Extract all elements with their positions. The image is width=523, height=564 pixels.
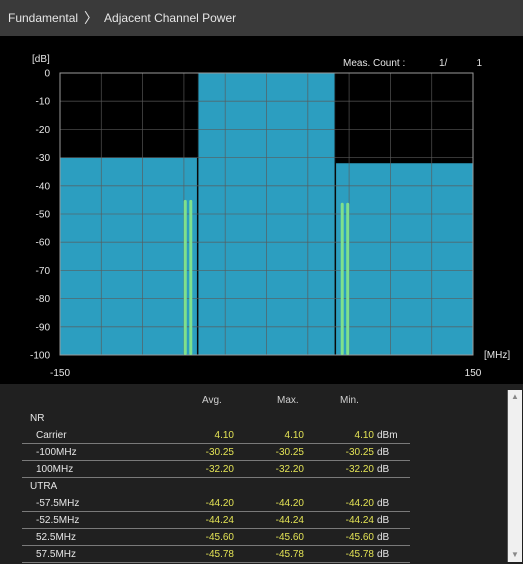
y-tick-label: -60 xyxy=(36,238,51,249)
marker-line xyxy=(346,202,350,355)
cell-unit: dB xyxy=(377,498,390,509)
meas-count-label: Meas. Count : xyxy=(343,58,405,69)
results-table: Avg. Max. Min. NR Carrier 4.10 4.10 4.10 dBm -… xyxy=(22,384,410,563)
cell-max: -30.25 xyxy=(275,447,304,458)
table-row: Carrier 4.10 4.10 4.10 dBm xyxy=(22,427,410,444)
row-label: Carrier xyxy=(36,430,67,441)
y-tick-label: 0 xyxy=(44,69,50,80)
marker-line xyxy=(183,199,187,355)
y-tick-label: -50 xyxy=(36,210,51,221)
cell-min: -45.60 xyxy=(345,532,374,543)
scroll-down-icon[interactable]: ▼ xyxy=(511,550,519,559)
cell-avg: -32.20 xyxy=(205,464,234,475)
table-row: 52.5MHz -45.60 -45.60 -45.60 dB xyxy=(22,529,410,546)
breadcrumb-page: Adjacent Channel Power xyxy=(104,11,237,25)
y-tick-label: -80 xyxy=(36,294,51,305)
table-row: -100MHz -30.25 -30.25 -30.25 dB xyxy=(22,444,410,461)
spectrum-graph[interactable]: 0 -10 -20 -30 -40 -50 -60 -70 -80 -90 -100 [dB] [MHz… xyxy=(0,36,523,384)
breadcrumb: Fundamental 〉 Adjacent Channel Power xyxy=(0,0,523,36)
y-unit-label: [dB] xyxy=(32,54,50,65)
y-tick-label: -100 xyxy=(30,351,50,362)
spectrum-block xyxy=(60,157,198,355)
cell-unit: dB xyxy=(377,532,390,543)
cell-min: 4.10 xyxy=(354,430,374,441)
cell-max: -32.20 xyxy=(275,464,304,475)
cell-avg: -44.24 xyxy=(205,515,234,526)
y-tick-label: -30 xyxy=(36,153,51,164)
spectrum-chart[interactable]: 0 -10 -20 -30 -40 -50 -60 -70 -80 -90 -100 [dB] [MHz… xyxy=(0,36,523,384)
x-right-label: 150 xyxy=(465,368,482,379)
row-label: 52.5MHz xyxy=(36,532,77,543)
cell-unit: dB xyxy=(377,464,390,475)
table-row: 100MHz -32.20 -32.20 -32.20 dB xyxy=(22,461,410,478)
marker-line xyxy=(340,202,344,355)
cell-avg: -45.60 xyxy=(205,532,234,543)
cell-avg: -45.78 xyxy=(205,549,234,560)
table-row: 57.5MHz -45.78 -45.78 -45.78 dB xyxy=(22,546,410,563)
y-tick-label: -10 xyxy=(36,97,51,108)
cell-min: -30.25 xyxy=(345,447,374,458)
row-label: UTRA xyxy=(30,481,58,492)
results-panel: Avg. Max. Min. NR Carrier 4.10 4.10 4.10 dBm -… xyxy=(0,384,523,564)
spectrum-block xyxy=(335,163,473,355)
cell-min: -44.20 xyxy=(345,498,374,509)
header-min: Min. xyxy=(340,395,359,406)
cell-avg: 4.10 xyxy=(214,430,234,441)
cell-min: -32.20 xyxy=(345,464,374,475)
header-max: Max. xyxy=(277,395,299,406)
cell-max: -44.20 xyxy=(275,498,304,509)
meas-count-current: 1/ xyxy=(439,58,448,69)
cell-min: -44.24 xyxy=(345,515,374,526)
row-label: -100MHz xyxy=(36,447,77,458)
results-scrollbar[interactable]: ▲ ▼ xyxy=(507,390,522,562)
cell-max: -44.24 xyxy=(275,515,304,526)
table-row: -57.5MHz -44.20 -44.20 -44.20 dB xyxy=(22,495,410,512)
table-row: NR xyxy=(22,410,410,427)
cell-min: -45.78 xyxy=(345,549,374,560)
y-tick-label: -90 xyxy=(36,322,51,333)
y-tick-label: -40 xyxy=(36,181,51,192)
x-unit-label: [MHz] xyxy=(484,350,510,361)
meas-count-total: 1 xyxy=(476,58,482,69)
cell-unit: dBm xyxy=(377,430,398,441)
marker-line xyxy=(189,199,193,355)
chevron-right-icon: 〉 xyxy=(84,10,99,26)
table-row: UTRA xyxy=(22,478,410,495)
row-label: NR xyxy=(30,413,45,424)
cell-avg: -44.20 xyxy=(205,498,234,509)
breadcrumb-root[interactable]: Fundamental xyxy=(8,11,79,25)
header-avg: Avg. xyxy=(202,395,222,406)
cell-unit: dB xyxy=(377,447,390,458)
y-tick-label: -20 xyxy=(36,125,51,136)
plot-frame xyxy=(59,72,474,356)
cell-unit: dB xyxy=(377,515,390,526)
table-row: -52.5MHz -44.24 -44.24 -44.24 dB xyxy=(22,512,410,529)
cell-max: -45.78 xyxy=(275,549,304,560)
y-tick-label: -70 xyxy=(36,266,51,277)
cell-max: -45.60 xyxy=(275,532,304,543)
table-header: Avg. Max. Min. xyxy=(22,384,410,410)
row-label: 57.5MHz xyxy=(36,549,77,560)
row-label: 100MHz xyxy=(36,464,74,475)
x-left-label: -150 xyxy=(50,368,70,379)
scroll-up-icon[interactable]: ▲ xyxy=(511,392,519,401)
cell-max: 4.10 xyxy=(284,430,304,441)
row-label: -52.5MHz xyxy=(36,515,80,526)
cell-unit: dB xyxy=(377,549,390,560)
row-label: -57.5MHz xyxy=(36,498,80,509)
cell-avg: -30.25 xyxy=(205,447,234,458)
